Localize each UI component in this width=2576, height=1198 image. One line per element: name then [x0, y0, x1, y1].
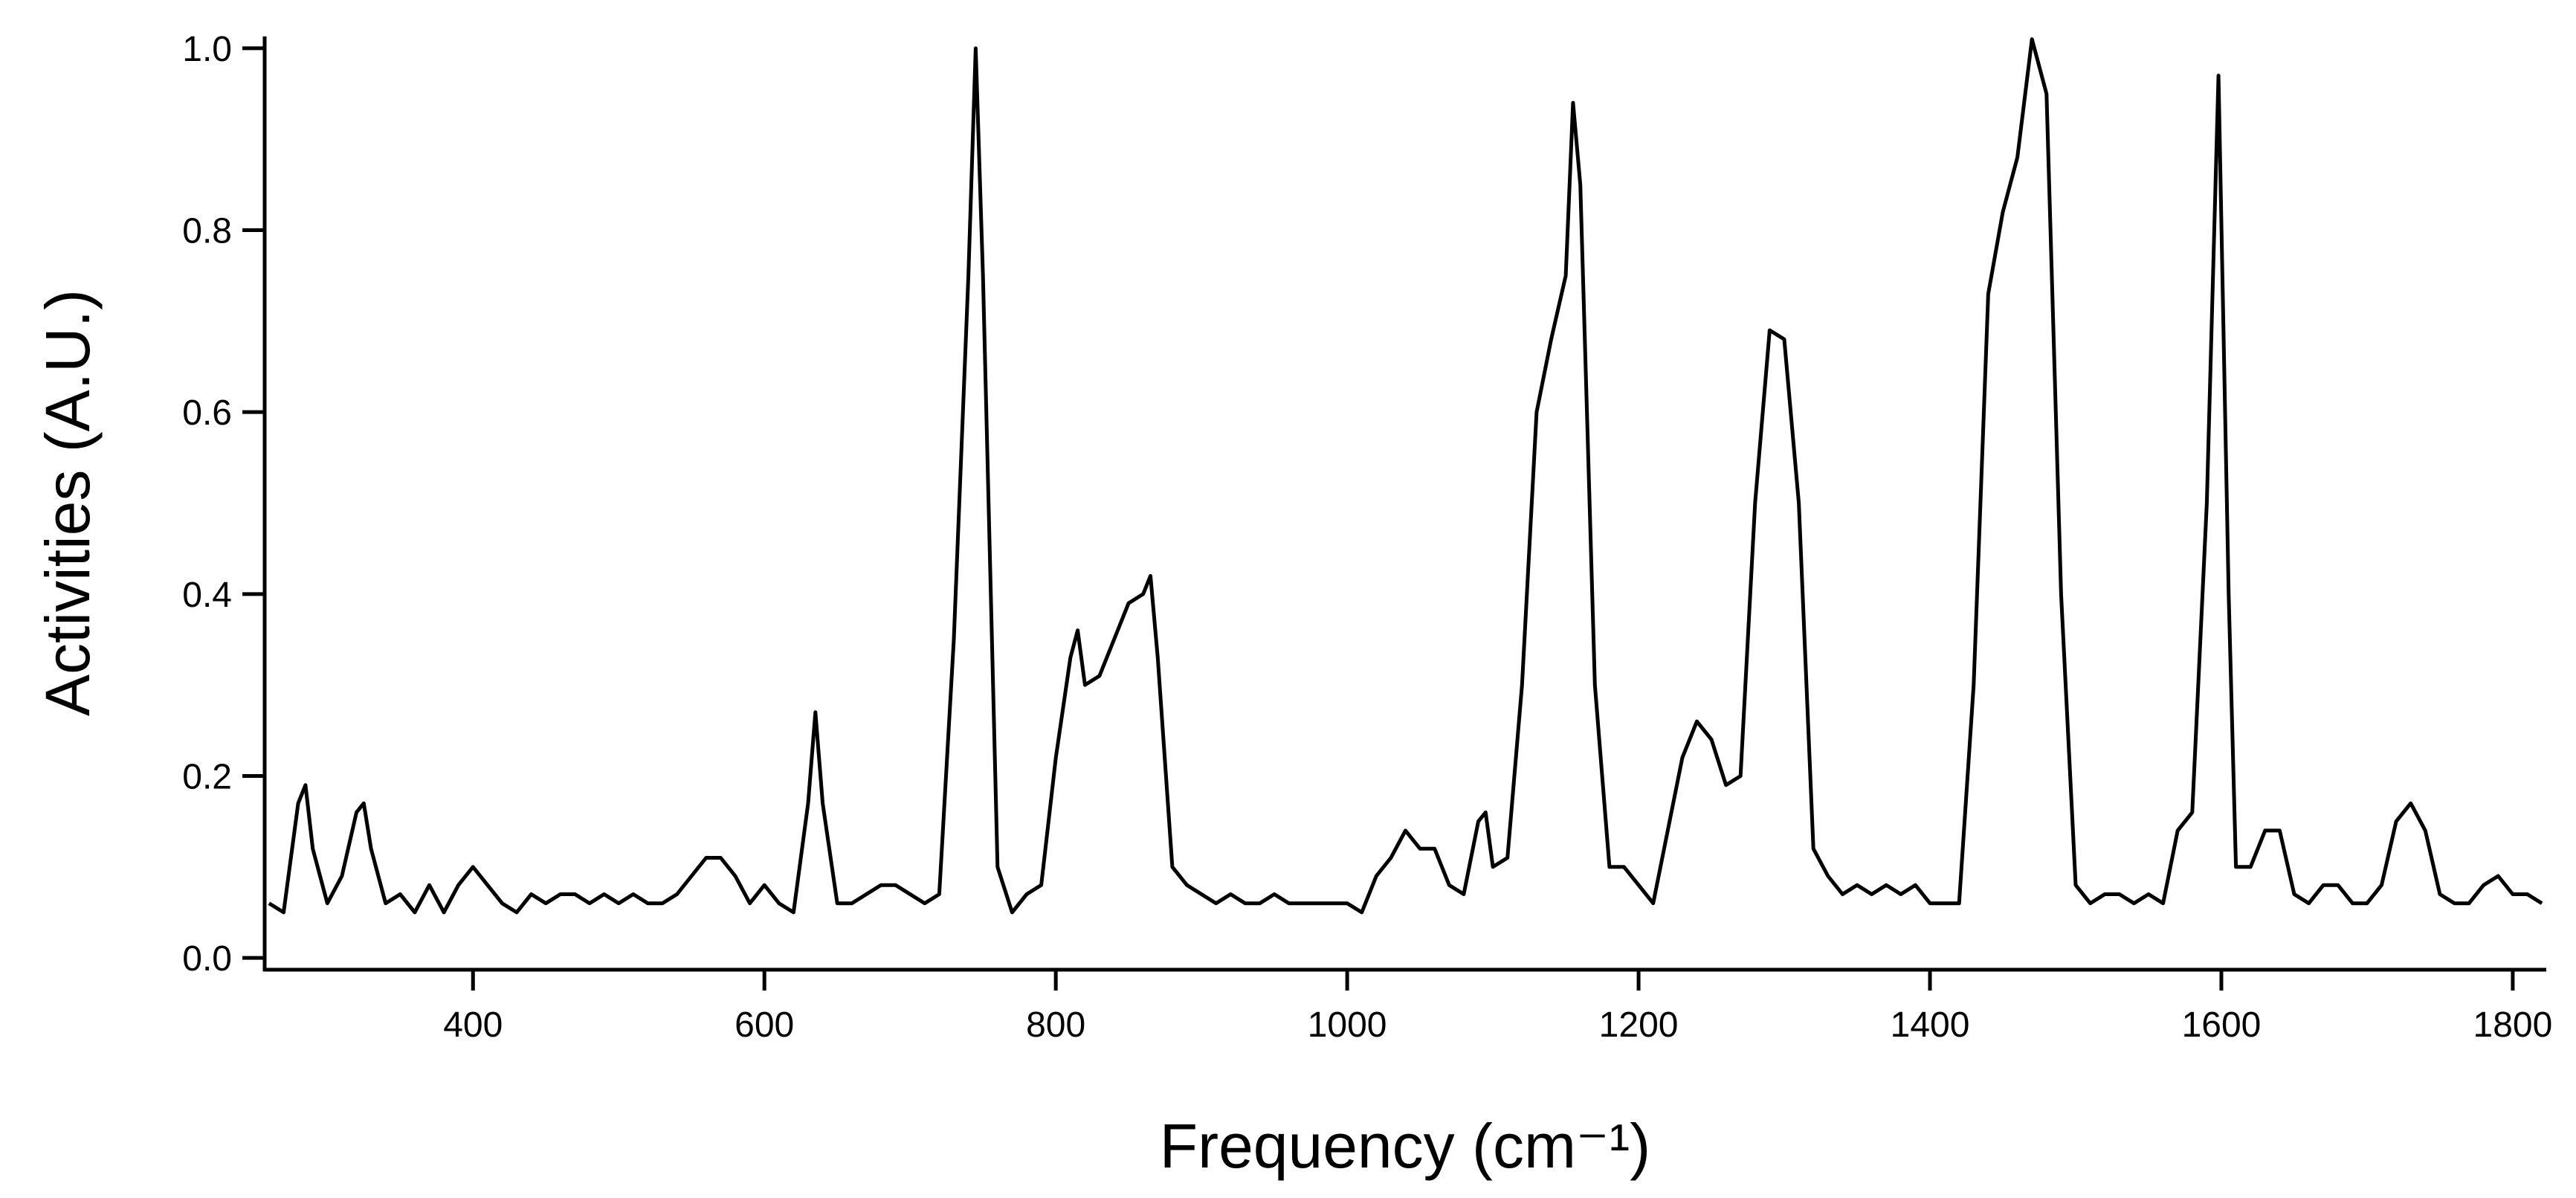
spectrum-line: [268, 37, 2543, 915]
x-tick-label: 1000: [1308, 1005, 1387, 1045]
y-tick-label: 0.2: [182, 757, 232, 796]
y-axis-title: Activities (A.U.): [33, 289, 103, 716]
x-tick-label: 800: [1026, 1005, 1085, 1045]
y-tick-label: 1.0: [182, 30, 232, 69]
x-axis-title: Frequency (cm⁻¹): [1160, 1111, 1650, 1181]
x-tick-label: 1600: [2182, 1005, 2262, 1045]
x-tick-label: 600: [735, 1005, 794, 1045]
y-tick-label: 0.6: [182, 393, 232, 433]
x-tick-label: 400: [443, 1005, 503, 1045]
x-tick-label: 1800: [2473, 1005, 2553, 1045]
y-tick-label: 0.4: [182, 576, 232, 615]
x-tick-label: 1400: [1891, 1005, 1970, 1045]
x-tick-label: 1200: [1599, 1005, 1679, 1045]
y-tick-label: 0.0: [182, 939, 232, 979]
y-tick-label: 0.8: [182, 212, 232, 251]
